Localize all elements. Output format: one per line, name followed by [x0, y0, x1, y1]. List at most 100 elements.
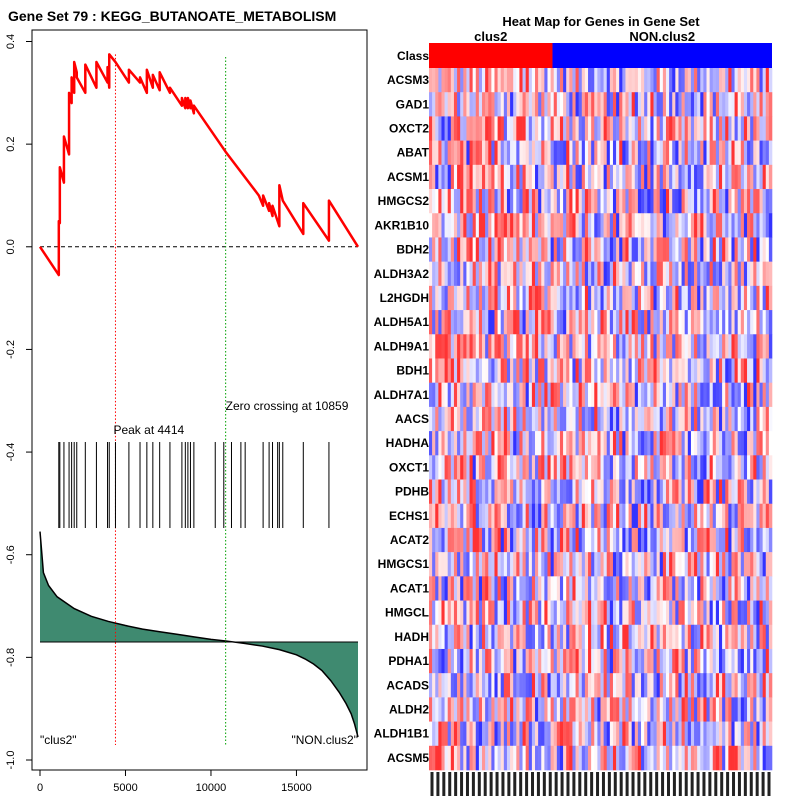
heatmap-cell [581, 213, 586, 238]
heatmap-cell [743, 479, 748, 505]
heatmap-cell [672, 431, 676, 456]
heatmap-row [429, 406, 773, 432]
heatmap-cell [463, 334, 467, 359]
heatmap-cell [528, 406, 533, 432]
heatmap-cell [482, 624, 486, 650]
heatmap-cell [697, 503, 701, 529]
heatmap-cell [516, 745, 520, 771]
heatmap-row [429, 189, 773, 214]
heatmap-cell [743, 624, 748, 650]
heatmap-cell [768, 285, 773, 311]
heatmap-cell [722, 552, 726, 577]
heatmap-cell [740, 576, 745, 601]
sample-label-mark [613, 772, 617, 796]
heatmap-cell [578, 455, 583, 480]
heatmap-cell [656, 68, 661, 93]
heatmap-cell [722, 358, 726, 383]
heatmap-cell [759, 503, 763, 529]
heatmap-cell [438, 624, 442, 650]
heatmap-cell [675, 431, 679, 456]
heatmap-cell [516, 503, 520, 529]
heatmap-cell [687, 116, 692, 141]
heatmap-cell [453, 310, 458, 335]
heatmap-cell [506, 673, 511, 698]
heatmap-cell [488, 310, 492, 335]
heatmap-cell [513, 624, 517, 650]
heatmap-cell [768, 600, 773, 626]
heatmap-cell [438, 673, 442, 698]
heatmap-cell [444, 334, 449, 359]
heatmap-cell [672, 576, 676, 601]
heatmap-row [429, 92, 773, 117]
heatmap-cell [743, 455, 748, 480]
heatmap-cell [647, 213, 651, 238]
heatmap-cell [563, 261, 567, 287]
heatmap-cell [669, 406, 673, 432]
heatmap-cell [681, 721, 685, 747]
heatmap-cell [438, 721, 442, 747]
heatmap-cell [575, 68, 579, 93]
heatmap-cell [472, 164, 477, 190]
heatmap-cell [675, 503, 679, 529]
heatmap-cell [622, 697, 626, 722]
heatmap-cell [625, 745, 629, 771]
heatmap-cell [737, 431, 742, 456]
heatmap-cell [756, 358, 760, 383]
heatmap-cell [725, 68, 729, 93]
ranked-metric-line [39, 531, 359, 738]
heatmap-cell [700, 261, 704, 287]
heatmap-cell [634, 600, 639, 626]
heatmap-cell [609, 334, 614, 359]
heatmap-cell [457, 431, 461, 456]
heatmap-cell [475, 92, 480, 117]
sample-label-mark [536, 772, 540, 796]
heatmap-cell [684, 600, 689, 626]
heatmap-cell [709, 673, 714, 698]
heatmap-cell [619, 334, 623, 359]
heatmap-cell [447, 479, 452, 505]
heatmap-cell [619, 527, 623, 553]
heatmap-cell [662, 697, 667, 722]
heatmap-cell [734, 237, 738, 262]
heatmap-cell [768, 648, 773, 674]
heatmap-cell [625, 92, 629, 117]
heatmap-cell [690, 406, 695, 432]
heatmap-cell [728, 310, 732, 335]
heatmap-cell [706, 479, 710, 505]
heatmap-cell [432, 140, 436, 166]
heatmap-cell [669, 189, 673, 214]
heatmap-cell [616, 189, 620, 214]
heatmap-cell [463, 237, 467, 262]
heatmap-cell [522, 68, 526, 93]
heatmap-cell [690, 697, 695, 722]
heatmap-cell [541, 648, 545, 674]
heatmap-cell [681, 503, 685, 529]
heatmap-cell [737, 600, 742, 626]
heatmap-cell [488, 455, 492, 480]
heatmap-cell [603, 406, 608, 432]
heatmap-cell [572, 92, 576, 117]
heatmap-cell [656, 697, 661, 722]
heatmap-cell [616, 552, 620, 577]
heatmap-cell [768, 310, 773, 335]
heatmap-cell [438, 576, 442, 601]
heatmap-cell [715, 406, 720, 432]
heatmap-cell [734, 479, 738, 505]
heatmap-cell [644, 697, 648, 722]
heatmap-cell [712, 600, 717, 626]
heatmap-cell [756, 382, 760, 408]
heatmap-cell [578, 406, 583, 432]
heatmap-cell [753, 745, 757, 771]
heatmap-cell [712, 552, 717, 577]
heatmap-cell [637, 213, 642, 238]
heatmap-cell [513, 503, 517, 529]
heatmap-cell [662, 431, 667, 456]
heatmap-cell [485, 92, 489, 117]
heatmap-cell [622, 600, 626, 626]
heatmap-cell [737, 406, 742, 432]
sample-label-mark [743, 772, 747, 796]
heatmap-cell [759, 334, 763, 359]
heatmap-cell [466, 116, 470, 141]
heatmap-cell [488, 68, 492, 93]
heatmap-cell [616, 140, 620, 166]
